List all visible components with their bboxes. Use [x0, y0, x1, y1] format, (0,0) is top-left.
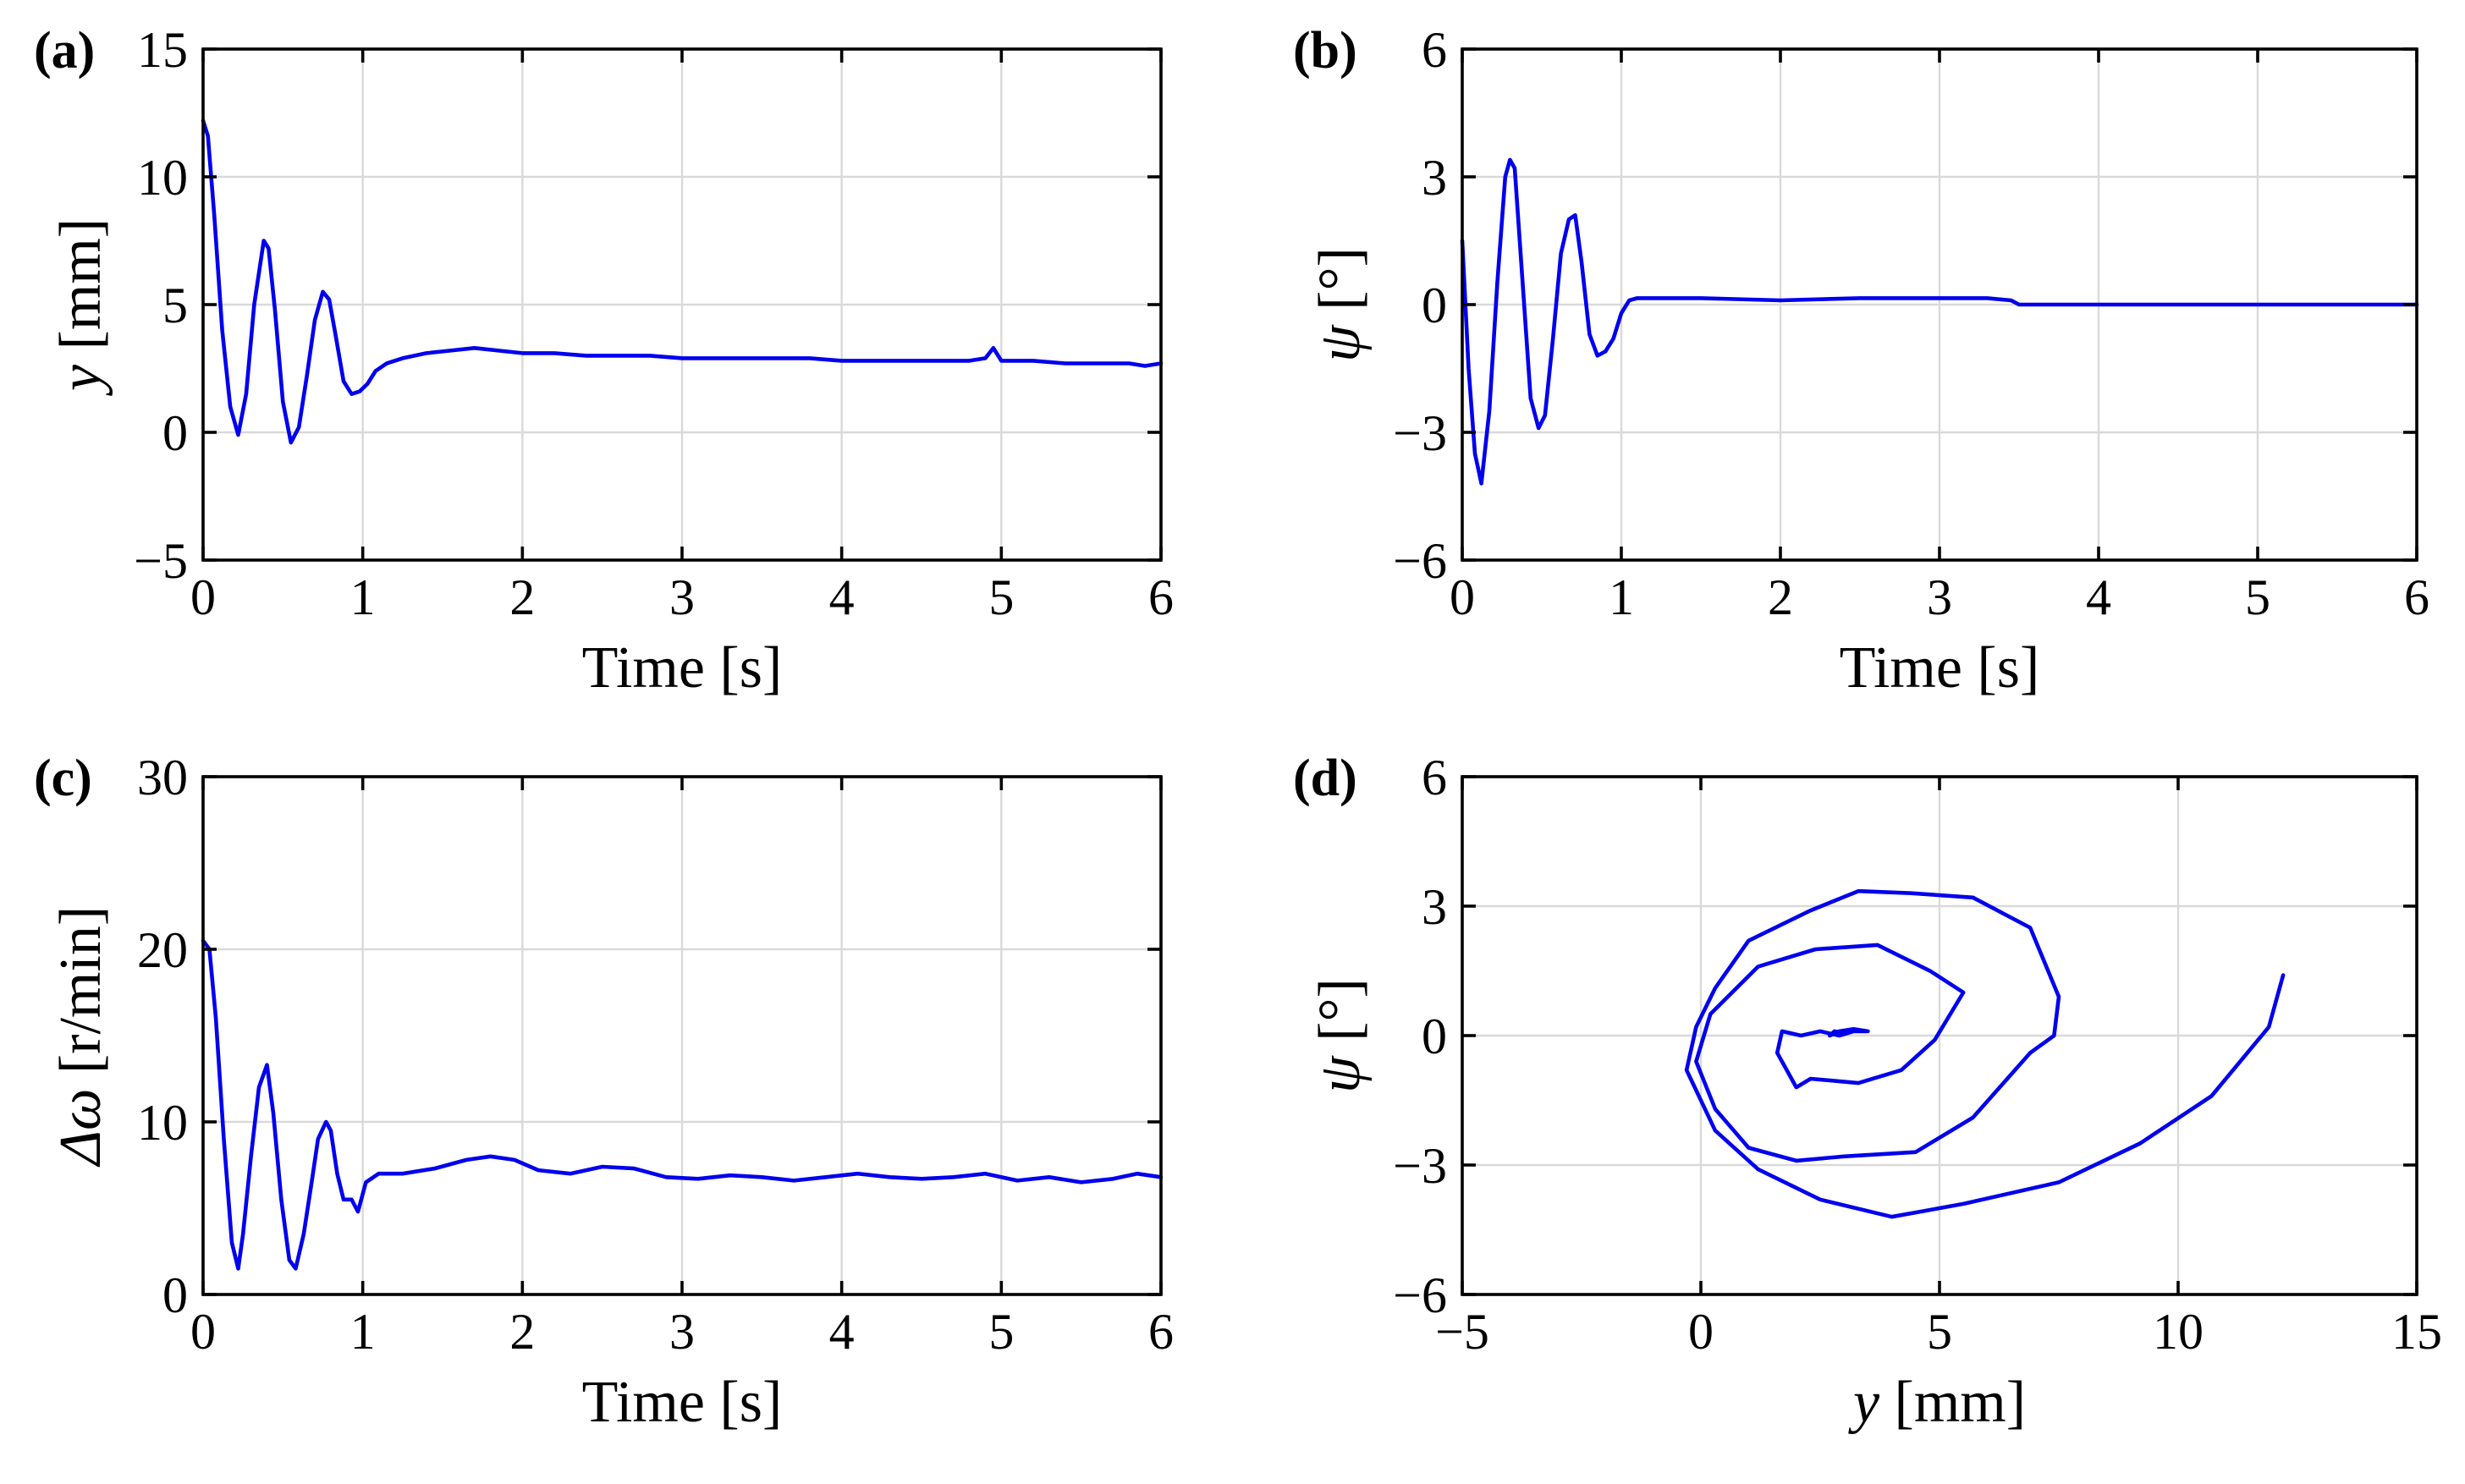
y-tick-label: 0 [162, 405, 188, 461]
panel-d: −5 0 5 10 15 −6 −3 0 3 6 y [mm] ψ [°] (d) [1293, 750, 2442, 1435]
y-tick-label: 10 [137, 1095, 188, 1151]
x-tick-label: 0 [190, 1304, 216, 1360]
y-tick-label: 10 [137, 150, 188, 206]
x-tick-label: 6 [1148, 1304, 1174, 1360]
x-tick-label: 3 [1927, 569, 1952, 625]
panel-label: (d) [1293, 750, 1357, 807]
x-tick-label: −5 [1435, 1304, 1489, 1360]
x-tick-label: 0 [1450, 569, 1475, 625]
x-tick-label: 4 [829, 569, 855, 625]
y-tick-label: 6 [1422, 22, 1447, 78]
y-axis-title: ψ [°] [1307, 978, 1373, 1093]
y-tick-label: 6 [1422, 750, 1447, 805]
x-tick-label: 2 [509, 1304, 535, 1360]
x-axis-title: Time [s] [582, 1370, 783, 1435]
x-tick-label: 0 [190, 569, 216, 625]
x-tick-label: 1 [350, 569, 376, 625]
x-tick-label: 15 [2391, 1304, 2442, 1360]
y-axis-title: ψ [°] [1307, 247, 1373, 362]
y-tick-label: 3 [1422, 879, 1447, 935]
y-tick-label: −6 [1393, 1267, 1447, 1323]
y-tick-label: −3 [1393, 1138, 1447, 1194]
y-tick-label: 30 [137, 750, 188, 805]
y-axis-title: y [mm] [48, 218, 113, 396]
x-tick-label: 1 [350, 1304, 376, 1360]
x-axis-title: Time [s] [1840, 635, 2040, 701]
y-tick-label: −3 [1393, 405, 1447, 461]
x-tick-label: 2 [1768, 569, 1793, 625]
x-axis-title: y [mm] [1848, 1370, 2026, 1435]
x-tick-label: 5 [988, 569, 1014, 625]
series-line-y [201, 118, 1164, 445]
panel-label: (c) [34, 750, 92, 807]
x-tick-label: 5 [1927, 1304, 1952, 1360]
y-tick-label: −6 [1393, 533, 1447, 589]
x-tick-label: 4 [829, 1304, 855, 1360]
x-tick-label: 10 [2153, 1304, 2204, 1360]
panel-label: (b) [1293, 22, 1357, 80]
y-tick-label: 0 [1422, 278, 1447, 333]
x-tick-label: 5 [988, 1304, 1014, 1360]
series-line-phase_trajectory [1684, 888, 2286, 1219]
y-tick-label: 0 [1422, 1009, 1447, 1064]
y-tick-label: 15 [137, 22, 188, 78]
x-tick-label: 1 [1609, 569, 1634, 625]
x-tick-label: 4 [2086, 569, 2111, 625]
x-tick-label: 3 [669, 569, 695, 625]
x-tick-label: 5 [2245, 569, 2270, 625]
x-tick-label: 6 [1148, 569, 1174, 625]
panel-label: (a) [34, 22, 95, 80]
series-line-delta_omega [201, 938, 1164, 1271]
x-tick-label: 0 [1688, 1304, 1714, 1360]
y-axis-title: Δω [r/min] [48, 906, 113, 1168]
panel-b: 0 1 2 3 4 5 6 −6 −3 0 3 6 Time [s] ψ [°] (b) [1293, 22, 2429, 701]
y-tick-label: 0 [162, 1267, 188, 1323]
x-tick-label: 2 [509, 569, 535, 625]
x-axis-title: Time [s] [582, 635, 783, 701]
x-tick-label: 3 [669, 1304, 695, 1360]
y-tick-label: 5 [162, 278, 188, 333]
y-tick-label: 20 [137, 922, 188, 978]
x-tick-label: 6 [2404, 569, 2429, 625]
series-line-psi [1460, 157, 2419, 486]
y-tick-label: −5 [134, 533, 188, 589]
panel-c: 0 1 2 3 4 5 6 0 10 20 30 Time [s] Δω [r/min] (c) [34, 750, 1174, 1435]
y-tick-label: 3 [1422, 150, 1447, 206]
